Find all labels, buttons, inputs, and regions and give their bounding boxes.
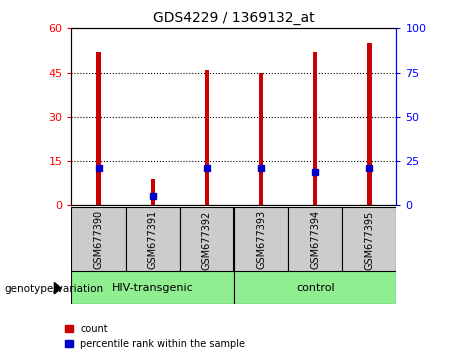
Bar bbox=[367, 43, 372, 205]
Title: GDS4229 / 1369132_at: GDS4229 / 1369132_at bbox=[153, 11, 315, 24]
Text: genotype/variation: genotype/variation bbox=[5, 284, 104, 293]
Bar bbox=[125, 207, 180, 271]
Bar bbox=[342, 207, 396, 271]
Bar bbox=[96, 52, 100, 205]
Bar bbox=[313, 52, 317, 205]
Text: control: control bbox=[296, 282, 335, 293]
Text: GSM677391: GSM677391 bbox=[148, 210, 158, 269]
Text: GSM677395: GSM677395 bbox=[364, 210, 374, 269]
Bar bbox=[234, 271, 396, 304]
Text: HIV-transgenic: HIV-transgenic bbox=[112, 282, 194, 293]
Polygon shape bbox=[54, 282, 61, 294]
Bar bbox=[234, 207, 288, 271]
Bar bbox=[71, 207, 125, 271]
Bar bbox=[288, 207, 342, 271]
Bar bbox=[259, 73, 263, 205]
Legend: count, percentile rank within the sample: count, percentile rank within the sample bbox=[65, 324, 245, 349]
Bar bbox=[151, 179, 155, 205]
Text: GSM677393: GSM677393 bbox=[256, 210, 266, 269]
Bar bbox=[205, 70, 209, 205]
Bar bbox=[180, 207, 234, 271]
Text: GSM677394: GSM677394 bbox=[310, 210, 320, 269]
Text: GSM677392: GSM677392 bbox=[202, 210, 212, 269]
Text: GSM677390: GSM677390 bbox=[94, 210, 104, 269]
Bar bbox=[71, 271, 234, 304]
